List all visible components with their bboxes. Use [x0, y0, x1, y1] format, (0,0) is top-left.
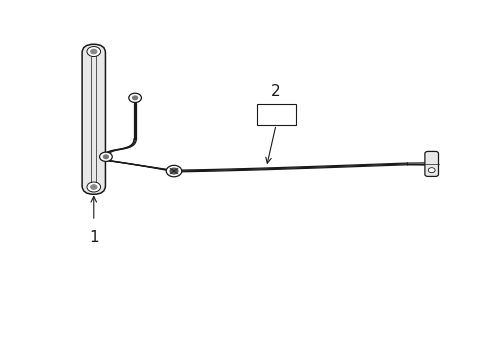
- Circle shape: [128, 93, 141, 103]
- FancyBboxPatch shape: [82, 44, 105, 194]
- FancyBboxPatch shape: [424, 152, 438, 176]
- Circle shape: [91, 49, 97, 54]
- Text: 2: 2: [271, 84, 280, 99]
- Circle shape: [166, 165, 182, 177]
- Circle shape: [170, 168, 178, 174]
- Circle shape: [100, 152, 112, 161]
- Circle shape: [103, 155, 108, 158]
- Circle shape: [427, 168, 434, 173]
- Circle shape: [87, 182, 101, 192]
- Circle shape: [87, 46, 101, 57]
- Text: 1: 1: [89, 230, 99, 245]
- Circle shape: [91, 185, 97, 189]
- Circle shape: [132, 96, 137, 100]
- Bar: [256, 104, 295, 125]
